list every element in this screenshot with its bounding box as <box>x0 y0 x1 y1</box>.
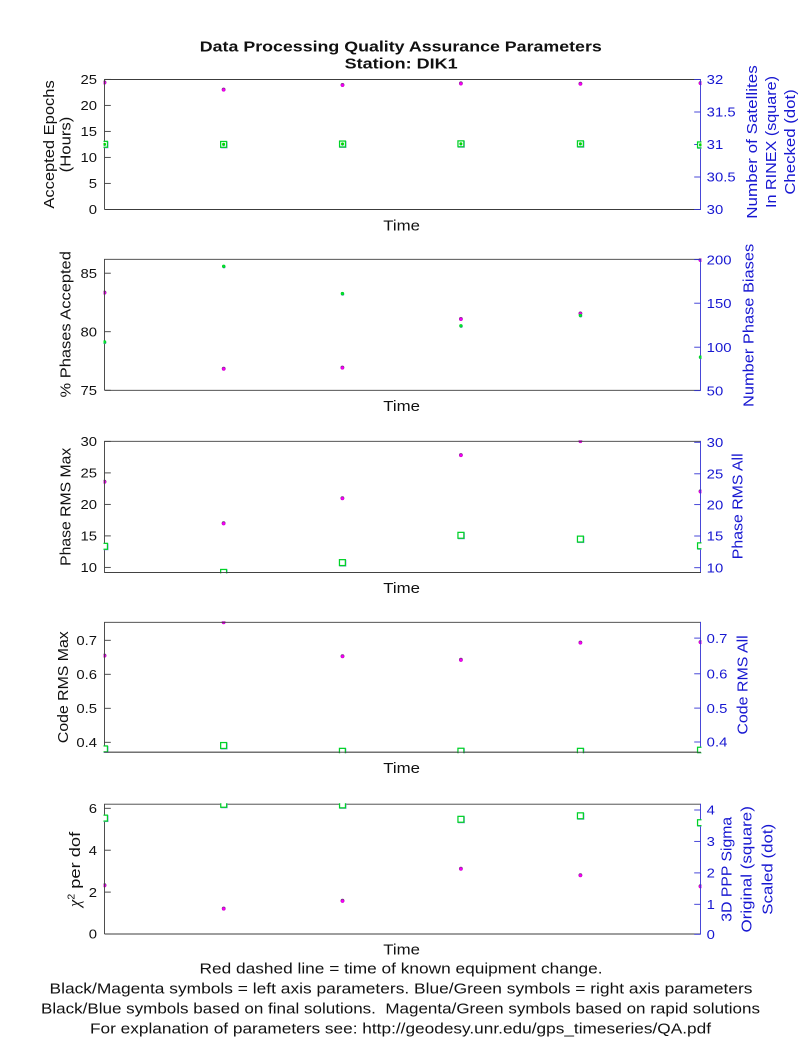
svg-text:0: 0 <box>89 202 97 217</box>
svg-text:25: 25 <box>80 72 97 87</box>
svg-text:31: 31 <box>707 137 724 152</box>
svg-text:(Hours): (Hours) <box>57 117 74 173</box>
svg-text:0.7: 0.7 <box>76 633 97 648</box>
svg-text:0.5: 0.5 <box>76 701 97 716</box>
svg-text:25: 25 <box>80 466 97 481</box>
svg-text:Red dashed line = time of know: Red dashed line = time of known equipmen… <box>200 960 603 977</box>
svg-text:20: 20 <box>707 497 724 512</box>
svg-text:75: 75 <box>80 383 97 398</box>
svg-text:0.7: 0.7 <box>707 631 728 646</box>
svg-text:5: 5 <box>89 176 97 191</box>
svg-text:4: 4 <box>89 843 97 858</box>
svg-text:30: 30 <box>707 435 724 450</box>
svg-text:85: 85 <box>80 266 97 281</box>
svg-text:15: 15 <box>80 124 97 139</box>
svg-text:30.5: 30.5 <box>707 170 736 185</box>
svg-text:χ2 per dof: χ2 per dof <box>65 831 84 909</box>
svg-text:2: 2 <box>707 866 715 881</box>
svg-text:150: 150 <box>707 296 732 311</box>
svg-text:Black/Magenta symbols = left a: Black/Magenta symbols = left axis parame… <box>50 980 753 997</box>
svg-text:Original (square): Original (square) <box>739 806 756 932</box>
svg-text:6: 6 <box>89 801 97 816</box>
svg-text:2: 2 <box>89 885 97 900</box>
svg-text:15: 15 <box>80 529 97 544</box>
svg-text:Phase RMS Max: Phase RMS Max <box>57 447 74 566</box>
svg-text:Phase RMS All: Phase RMS All <box>730 453 747 559</box>
svg-text:Time: Time <box>383 760 420 777</box>
svg-text:% Phases Accepted: % Phases Accepted <box>57 251 74 397</box>
svg-text:For explanation of parameters: For explanation of parameters see: http:… <box>90 1020 712 1037</box>
svg-text:3D PPP Sigma: 3D PPP Sigma <box>718 816 735 921</box>
svg-text:3: 3 <box>707 834 715 849</box>
svg-text:Time: Time <box>383 218 420 235</box>
svg-text:Time: Time <box>383 398 420 415</box>
svg-text:0.4: 0.4 <box>76 735 97 750</box>
svg-text:Black/Blue symbols based on fi: Black/Blue symbols based on final soluti… <box>41 1000 760 1017</box>
svg-text:1: 1 <box>707 897 715 912</box>
svg-text:0: 0 <box>707 927 715 942</box>
svg-text:100: 100 <box>707 340 732 355</box>
svg-text:4: 4 <box>707 803 715 818</box>
svg-text:Number of Satellites: Number of Satellites <box>744 65 761 219</box>
svg-text:Code RMS All: Code RMS All <box>735 635 752 734</box>
svg-text:Checked (dot): Checked (dot) <box>782 89 799 194</box>
svg-text:In RINEX (square): In RINEX (square) <box>763 76 780 208</box>
svg-text:Accepted Epochs: Accepted Epochs <box>41 80 58 208</box>
svg-text:80: 80 <box>80 324 97 339</box>
svg-text:30: 30 <box>80 434 97 449</box>
svg-text:20: 20 <box>80 98 97 113</box>
svg-text:0.6: 0.6 <box>76 667 97 682</box>
svg-text:31.5: 31.5 <box>707 105 736 120</box>
svg-text:10: 10 <box>80 560 97 575</box>
svg-text:0.5: 0.5 <box>707 701 728 716</box>
svg-text:Station: DIK1: Station: DIK1 <box>345 56 458 73</box>
svg-text:Time: Time <box>383 580 420 597</box>
svg-text:30: 30 <box>707 202 724 217</box>
svg-text:0.4: 0.4 <box>707 735 728 750</box>
svg-text:200: 200 <box>707 252 732 267</box>
svg-text:Time: Time <box>383 942 420 959</box>
svg-text:Data Processing Quality Assura: Data Processing Quality Assurance Parame… <box>200 38 602 55</box>
svg-text:25: 25 <box>707 467 724 482</box>
svg-text:32: 32 <box>707 72 724 87</box>
svg-text:50: 50 <box>707 383 724 398</box>
svg-text:20: 20 <box>80 497 97 512</box>
svg-text:10: 10 <box>80 150 97 165</box>
svg-text:Scaled (dot): Scaled (dot) <box>759 824 776 915</box>
svg-text:Code RMS Max: Code RMS Max <box>55 631 72 743</box>
svg-text:0: 0 <box>89 927 97 942</box>
svg-text:15: 15 <box>707 529 724 544</box>
svg-text:Number Phase Biases: Number Phase Biases <box>741 244 758 407</box>
svg-text:0.6: 0.6 <box>707 667 728 682</box>
svg-text:10: 10 <box>707 560 724 575</box>
